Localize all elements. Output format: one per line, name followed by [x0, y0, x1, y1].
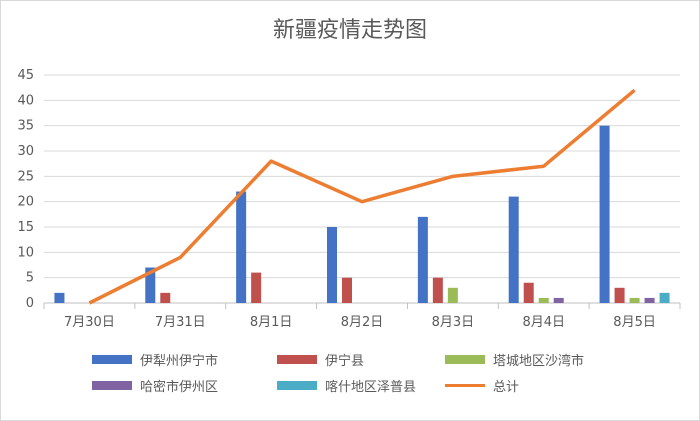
bar-1 [417, 216, 428, 303]
y-tick-label: 15 [17, 220, 34, 235]
bar-5 [659, 292, 670, 303]
bar-3 [629, 297, 640, 303]
bar-4 [553, 297, 564, 303]
bar-2 [432, 277, 443, 303]
legend-label: 塔城地区沙湾市 [493, 353, 585, 369]
x-tick-label: 8月4日 [522, 315, 565, 330]
x-tick-label: 8月3日 [432, 315, 475, 330]
y-tick-label: 30 [17, 144, 34, 159]
legend-swatch [92, 354, 132, 364]
legend-label: 喀什地区泽普县 [325, 379, 417, 395]
y-tick-label: 35 [17, 119, 34, 134]
y-tick-label: 45 [17, 68, 34, 83]
y-tick-label: 20 [17, 195, 34, 210]
bar-1 [327, 227, 337, 303]
legend-item: 塔城地区沙湾市 [445, 350, 585, 369]
legend-item: 总计 [445, 376, 520, 395]
bar-2 [160, 292, 171, 303]
x-tick-label: 8月2日 [341, 315, 384, 330]
bar-1 [145, 267, 156, 303]
legend-label: 总计 [493, 379, 520, 395]
chart-title: 新疆疫情走势图 [272, 18, 427, 43]
bar-2 [614, 287, 625, 303]
bar-4 [644, 297, 655, 303]
legend-swatch [445, 354, 485, 364]
y-tick-label: 10 [17, 245, 34, 260]
legend-item: 喀什地区泽普县 [277, 376, 417, 395]
legend-label: 伊宁县 [325, 353, 365, 369]
bar-2 [251, 272, 262, 303]
bar-1 [508, 196, 519, 303]
legend-item: 伊犁州伊宁市 [92, 350, 219, 369]
bar-2 [342, 277, 352, 303]
bar-1 [54, 292, 65, 303]
total-line [88, 88, 636, 305]
x-tick-label: 8月1日 [250, 315, 293, 330]
bar-3 [538, 297, 549, 303]
legend-item: 伊宁县 [277, 350, 365, 369]
y-tick-label: 25 [17, 169, 34, 184]
bar-3 [447, 287, 458, 303]
legend-label: 哈密市伊州区 [140, 379, 219, 395]
legend-swatch [277, 380, 317, 390]
legend-swatch [277, 354, 317, 364]
legend-swatch [445, 383, 485, 387]
y-tick-label: 5 [26, 271, 34, 286]
x-tick-label: 7月31日 [155, 315, 206, 330]
bar-1 [599, 125, 610, 304]
x-tick-label: 8月5日 [613, 315, 656, 330]
y-tick-label: 40 [17, 93, 34, 108]
bar-1 [236, 191, 247, 303]
bar-2 [523, 282, 534, 303]
legend-swatch [92, 380, 132, 390]
x-tick-label: 7月30日 [64, 315, 115, 330]
y-tick-label: 0 [26, 296, 34, 311]
legend-label: 伊犁州伊宁市 [140, 353, 219, 369]
legend-item: 哈密市伊州区 [92, 376, 219, 395]
